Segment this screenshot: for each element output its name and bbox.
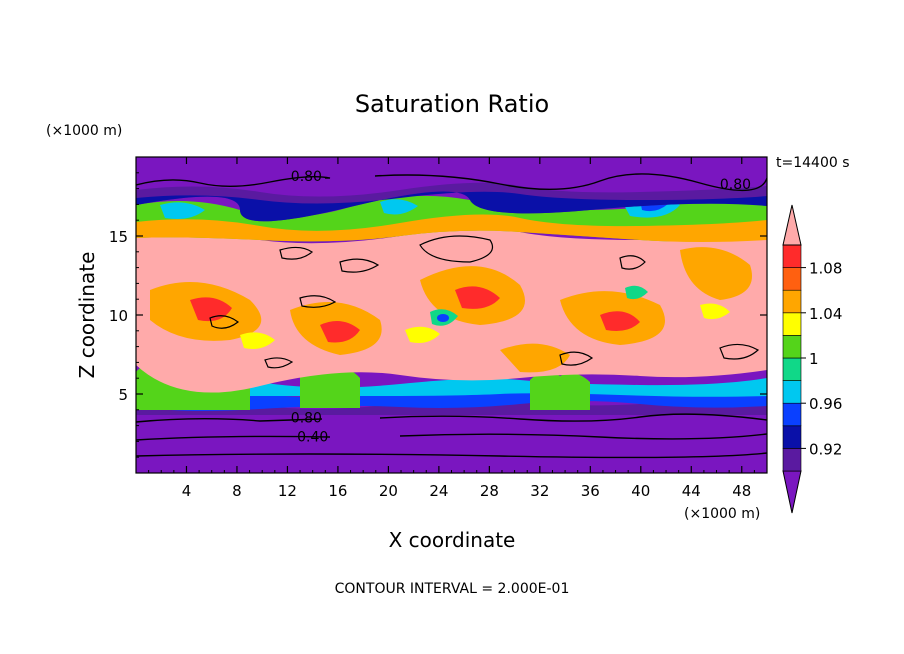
- x-tick-label: 44: [682, 482, 701, 500]
- contour-line-lower-3: [136, 452, 767, 459]
- y-tick-label: 5: [118, 386, 128, 404]
- x-tick-label: 20: [379, 482, 398, 500]
- x-tick-label: 4: [182, 482, 192, 500]
- colorbar-box: [782, 244, 802, 268]
- colorbar: 0.92 0.96 1 1.04 1.08: [782, 204, 842, 514]
- colorbar-tick-label: 0.92: [809, 440, 842, 458]
- x-axis-label: X coordinate: [389, 528, 516, 552]
- colorbar-box: [782, 357, 802, 381]
- lower-blue-band: [136, 385, 767, 411]
- upper-orange-band: [136, 214, 767, 242]
- contour-labels: 0.80 0.80 0.80 0.40: [291, 169, 751, 446]
- colorbar-tick-label: 1: [809, 350, 819, 368]
- x-tick-label: 28: [480, 482, 499, 500]
- x-tick-label: 16: [328, 482, 347, 500]
- colorbar-tick-label: 1.08: [809, 260, 842, 278]
- colorbar-box: [782, 312, 802, 336]
- contour-line-upper: [136, 173, 767, 192]
- colorbar-tick-label: 1.04: [809, 305, 842, 323]
- contour-label: 0.40: [297, 430, 328, 446]
- mid-orange-patches: [150, 247, 752, 373]
- upper-blue-edge: [136, 191, 767, 222]
- contour-label: 0.80: [291, 411, 322, 427]
- mid-blue-dot: [437, 314, 449, 322]
- time-label: t=14400 s: [776, 155, 850, 171]
- x-tick-label: 40: [631, 482, 650, 500]
- contour-interval-footer: CONTOUR INTERVAL = 2.000E-01: [335, 581, 570, 597]
- y-tick-label: 15: [109, 228, 128, 246]
- colorbar-box: [782, 425, 802, 449]
- contour-line-lower-1: [136, 413, 767, 423]
- chart-title: Saturation Ratio: [355, 90, 549, 118]
- x-tick-label: 32: [530, 482, 549, 500]
- colorbar-box: [782, 448, 802, 472]
- contour-label: 0.80: [720, 177, 751, 193]
- x-tick-label: 12: [278, 482, 297, 500]
- y-axis-label: Z coordinate: [75, 252, 99, 379]
- lower-cyan-band: [136, 375, 767, 397]
- x-tick-label: 36: [581, 482, 600, 500]
- colorbar-box: [782, 402, 802, 427]
- colorbar-under-triangle: [782, 470, 802, 514]
- x-tick-label: 24: [429, 482, 448, 500]
- colorbar-box: [782, 289, 802, 314]
- lower-green-cloud: [136, 357, 590, 410]
- y-tick-label: 10: [109, 307, 128, 325]
- contour-line-lower-2: [136, 433, 767, 441]
- mid-green-dots: [430, 285, 648, 326]
- colorbar-box: [782, 380, 802, 404]
- colorbar-box: [782, 335, 802, 359]
- y-axis: 5 10 15: [109, 172, 767, 458]
- plot-field: 0.80 0.80 0.80 0.40: [136, 157, 767, 473]
- y-unit-label: (×1000 m): [46, 123, 122, 139]
- x-tick-label: 8: [232, 482, 242, 500]
- contour-loops: [209, 235, 760, 369]
- contour-lines: [136, 173, 767, 459]
- contour-label: 0.80: [291, 169, 322, 185]
- x-tick-label: 48: [732, 482, 751, 500]
- lower-dry-layer: [136, 412, 767, 473]
- x-unit-label: (×1000 m): [684, 506, 760, 522]
- x-axis: 4 8 12 16 20 24 28 32 36 40 44 48: [148, 157, 755, 500]
- colorbar-over-triangle: [782, 204, 802, 246]
- colorbar-box: [782, 267, 802, 291]
- colorbar-tick-label: 0.96: [809, 395, 842, 413]
